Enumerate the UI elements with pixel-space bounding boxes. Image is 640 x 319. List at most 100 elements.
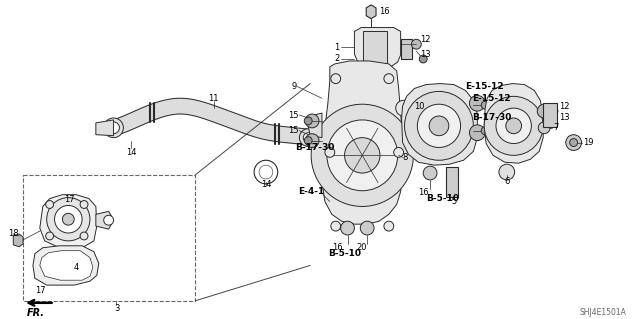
Circle shape [108,122,120,134]
Text: 11: 11 [209,94,219,103]
Text: 16: 16 [379,7,390,16]
Circle shape [259,165,273,179]
Text: 12: 12 [420,35,431,44]
Text: 14: 14 [260,180,271,189]
Text: 8: 8 [403,153,408,162]
Text: 1: 1 [335,43,340,52]
Polygon shape [355,27,401,67]
Circle shape [340,221,355,235]
Text: E-4-1: E-4-1 [298,187,324,196]
Circle shape [570,139,577,146]
Circle shape [419,55,427,63]
Polygon shape [33,246,99,285]
Text: 17: 17 [64,195,75,204]
Circle shape [506,118,522,134]
Polygon shape [40,251,93,280]
Circle shape [45,232,54,240]
Circle shape [537,104,551,118]
Circle shape [550,107,558,115]
Circle shape [429,116,449,136]
Text: FR.: FR. [27,308,45,318]
Circle shape [481,127,489,135]
Circle shape [384,74,394,84]
Text: B-5-10: B-5-10 [328,249,361,258]
Bar [543,103,557,127]
Circle shape [63,213,74,225]
Circle shape [304,117,312,125]
Text: 5: 5 [451,197,456,206]
Bar [401,39,412,59]
Text: 15: 15 [288,126,298,135]
Circle shape [331,74,340,84]
Text: 4: 4 [74,263,79,272]
Circle shape [404,92,474,160]
Circle shape [469,95,485,111]
Text: 16: 16 [332,243,343,252]
Text: B-17-30: B-17-30 [472,114,512,122]
Circle shape [384,221,394,231]
Circle shape [331,221,340,231]
Circle shape [417,104,461,147]
Text: SHJ4E1501A: SHJ4E1501A [580,308,627,317]
Circle shape [254,160,278,184]
Circle shape [469,125,485,141]
Polygon shape [96,120,113,136]
Text: 14: 14 [126,148,136,157]
Text: E-15-12: E-15-12 [472,94,511,103]
Text: 18: 18 [8,229,19,239]
Text: 10: 10 [414,102,425,111]
Circle shape [396,100,412,116]
Circle shape [311,104,413,206]
Text: 2: 2 [335,55,340,63]
Text: 19: 19 [584,138,594,147]
Bar [446,167,458,197]
Circle shape [104,215,113,225]
Circle shape [45,201,54,208]
Circle shape [499,164,515,180]
Polygon shape [484,84,543,163]
Text: B-17-30: B-17-30 [296,143,335,152]
Circle shape [303,133,313,143]
Circle shape [344,137,380,173]
Circle shape [80,201,88,208]
Text: 16: 16 [418,188,429,197]
Text: 13: 13 [559,114,570,122]
Polygon shape [402,84,477,165]
Circle shape [305,134,319,147]
Bar [23,175,195,301]
Polygon shape [96,211,111,229]
Text: 20: 20 [356,243,367,252]
Text: 15: 15 [288,110,298,120]
Circle shape [54,205,82,233]
Bar [364,32,387,67]
Circle shape [300,129,317,146]
Circle shape [104,118,124,137]
Circle shape [566,135,582,151]
Text: 17: 17 [35,286,45,294]
Text: B-5-10: B-5-10 [426,194,460,203]
Circle shape [484,96,543,155]
Polygon shape [40,195,97,248]
Circle shape [325,147,335,157]
Circle shape [305,114,319,128]
Polygon shape [366,5,376,19]
Circle shape [394,147,404,157]
Circle shape [360,221,374,235]
Circle shape [412,39,421,49]
Text: 9: 9 [291,82,296,91]
Circle shape [80,232,88,240]
Circle shape [327,120,397,191]
Circle shape [47,197,90,241]
Text: 13: 13 [420,49,431,59]
Polygon shape [112,98,314,145]
Polygon shape [322,61,403,224]
Text: 3: 3 [114,304,119,313]
Text: 6: 6 [504,177,509,186]
Polygon shape [308,113,322,137]
Circle shape [538,122,550,134]
Circle shape [423,166,437,180]
Circle shape [481,101,489,109]
Circle shape [496,108,531,144]
Text: 12: 12 [559,102,570,111]
Polygon shape [13,234,23,247]
